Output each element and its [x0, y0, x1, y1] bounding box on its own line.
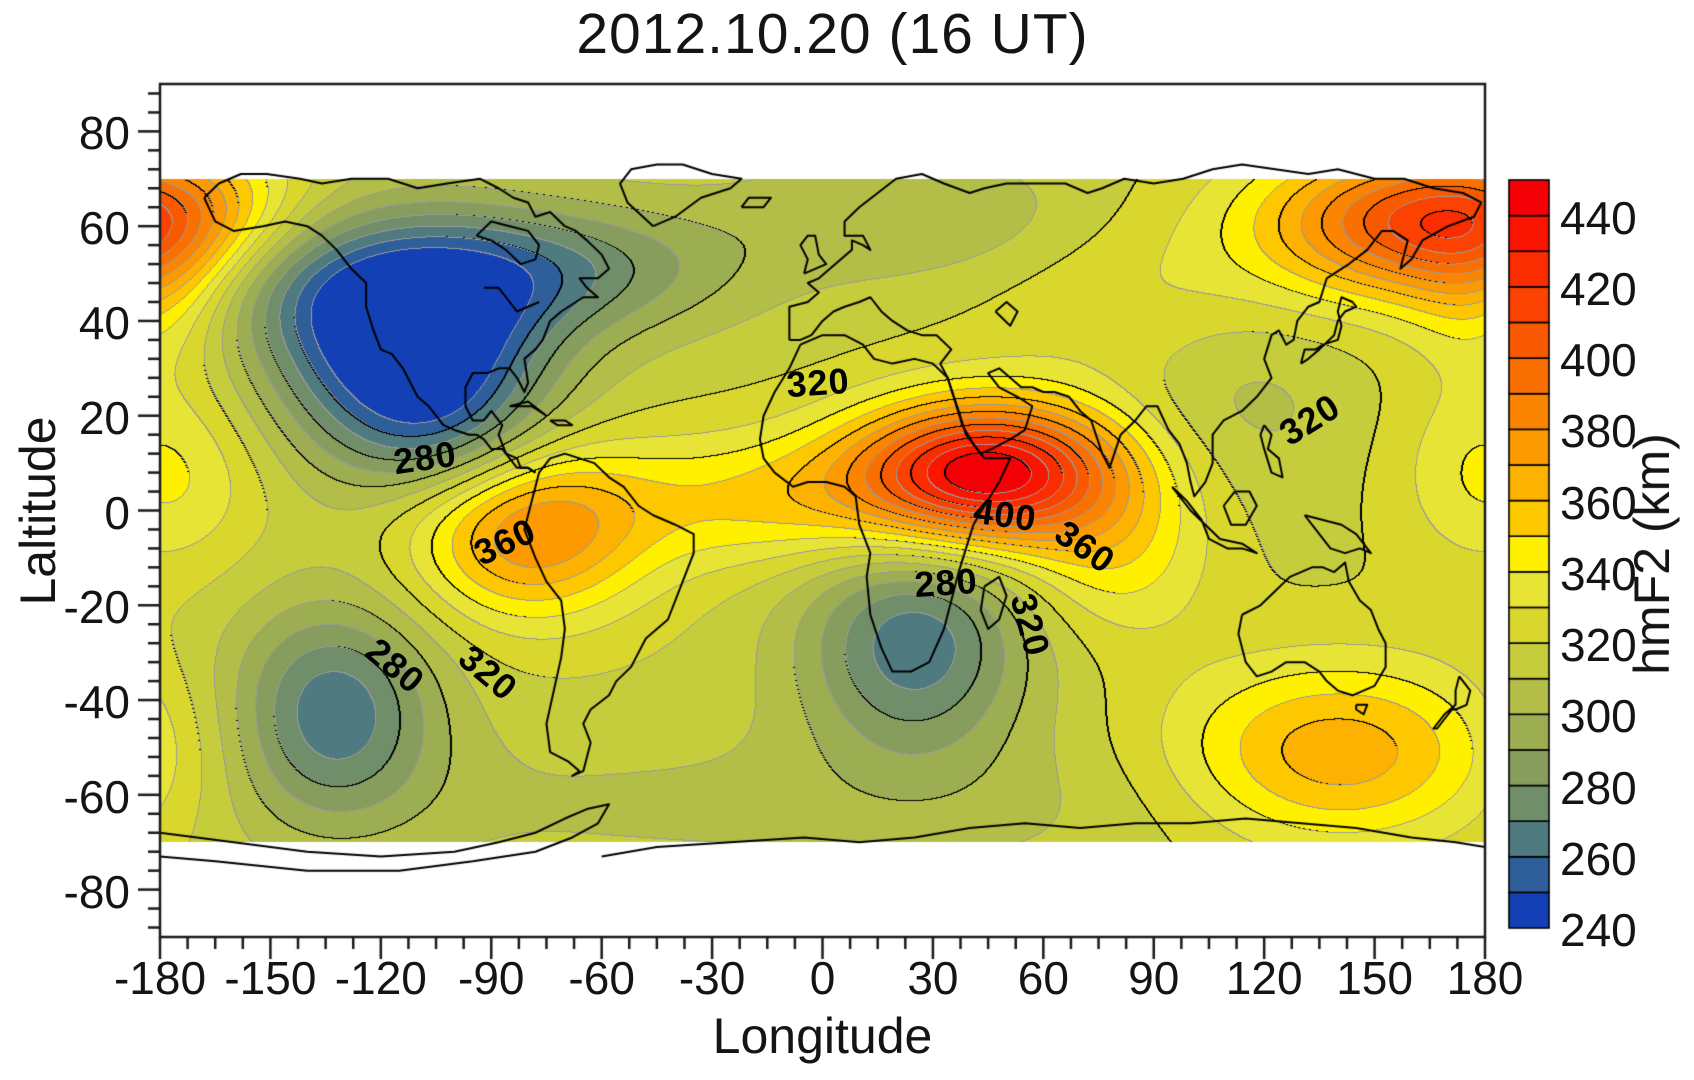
x-tick-label: -150 [224, 952, 317, 1004]
contour-label: 320 [785, 359, 851, 406]
y-tick-label: -60 [63, 770, 130, 823]
colorbar-tick-label: 440 [1560, 191, 1637, 244]
x-tick-label: 60 [1017, 952, 1069, 1004]
x-tick-label: -180 [113, 952, 207, 1004]
colorbar-tick-label: 280 [1560, 761, 1637, 814]
x-tick-label: 30 [907, 952, 959, 1004]
x-tick-label: 120 [1225, 952, 1303, 1004]
x-tick-label: 180 [1446, 952, 1524, 1004]
y-tick-label: -40 [63, 676, 130, 729]
x-tick-label: 150 [1336, 952, 1413, 1004]
colorbar-tick-label: 360 [1560, 476, 1637, 529]
x-tick-label: 0 [809, 952, 836, 1004]
y-tick-label: -20 [63, 581, 130, 634]
x-tick-label: -30 [678, 952, 746, 1004]
colorbar-tick-label: 380 [1560, 405, 1637, 458]
y-tick-label: -80 [63, 865, 130, 918]
colorbar-tick-label: 340 [1560, 547, 1637, 600]
contour-label: 280 [912, 559, 979, 606]
y-tick-label: 40 [78, 296, 130, 349]
colorbar-tick-label: 240 [1560, 904, 1637, 956]
x-tick-label: -60 [568, 952, 635, 1004]
contour-label: 280 [390, 432, 460, 483]
y-tick-label: 0 [104, 486, 130, 539]
colorbar-tick-label: 320 [1560, 619, 1637, 672]
y-tick-label: 20 [78, 391, 130, 444]
colorbar-tick-label: 300 [1560, 690, 1637, 743]
colorbar-tick-label: 260 [1560, 832, 1637, 885]
colorbar-tick-label: 400 [1560, 334, 1637, 387]
colorbar-tick-label: 420 [1560, 262, 1637, 315]
chart-title: 2012.10.20 (16 UT) [576, 2, 1089, 66]
x-tick-label: -120 [334, 952, 427, 1004]
y-tick-label: 80 [78, 107, 130, 160]
x-axis-title: Longitude [712, 1008, 933, 1064]
x-tick-label: -90 [458, 952, 525, 1004]
x-tick-label: 90 [1128, 952, 1180, 1004]
contour-label: 400 [971, 490, 1040, 540]
y-tick-label: 60 [78, 202, 130, 255]
